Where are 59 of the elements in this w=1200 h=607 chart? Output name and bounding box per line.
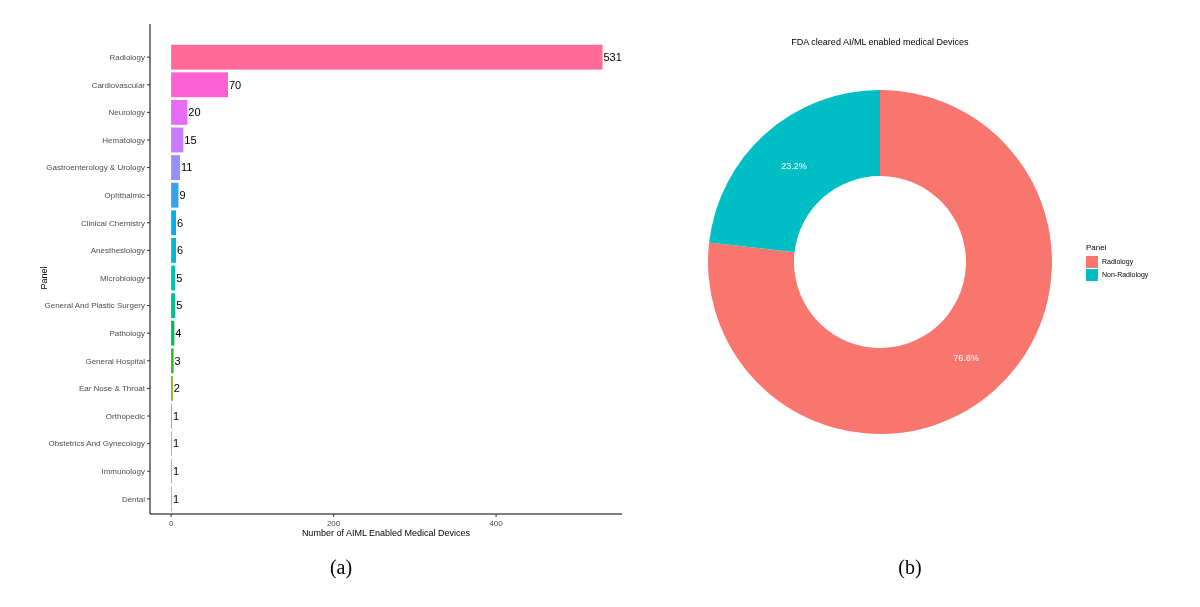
bar: [171, 127, 184, 153]
y-tick-label: Neurology: [108, 108, 145, 118]
y-tick-label: Ophthalmic: [104, 190, 145, 200]
data-label: 5: [176, 271, 183, 284]
data-label: 9: [179, 189, 186, 202]
data-label: 76.8%: [953, 353, 979, 364]
y-tick-label: Radiology: [109, 52, 145, 62]
bar: [171, 293, 176, 319]
y-tick-label: Cardiovascular: [91, 80, 146, 90]
data-label: 1: [172, 492, 180, 505]
bar: [171, 72, 228, 98]
y-tick-label: Gastroenterology & Urology: [46, 163, 145, 173]
y-tick-label: Obstetrics And Gynecology: [48, 439, 145, 449]
bar: [171, 155, 181, 181]
y-tick-label: Pathology: [109, 329, 145, 338]
bar: [171, 44, 603, 70]
y-tick-label: Clinical Chemistry: [80, 218, 145, 228]
y-axis-title: Panel: [39, 266, 49, 290]
data-label: 5: [176, 299, 183, 312]
data-label: 3: [174, 354, 181, 367]
x-tick-label: 400: [489, 519, 504, 528]
bar: [171, 320, 175, 346]
text: (b): [898, 556, 922, 579]
donut-slice: [708, 90, 1052, 434]
y-tick-label: Anesthesiology: [90, 246, 145, 256]
x-tick-label: 200: [326, 519, 341, 528]
data-label: 531: [603, 51, 622, 64]
y-tick-label: General And Plastic Surgery: [44, 301, 145, 311]
data-label: 4: [175, 327, 182, 340]
data-label: 23.2%: [781, 160, 807, 171]
data-label: 1: [172, 437, 180, 450]
y-tick-label: General Hospital: [85, 356, 146, 366]
bar: [171, 99, 188, 125]
legend-title: Panel: [1086, 243, 1107, 252]
bar: [171, 265, 176, 291]
y-tick-label: Dental: [121, 494, 146, 504]
y-tick-label: Ear Nose & Throat: [78, 384, 146, 394]
y-tick-label: Hematology: [102, 135, 145, 145]
data-label: 20: [188, 106, 201, 119]
data-label: 15: [184, 133, 197, 146]
chart-title: FDA cleared AI/ML enabled medical Devices: [791, 37, 970, 47]
data-label: 70: [228, 78, 242, 91]
bar: [171, 237, 176, 263]
text: (a): [329, 556, 353, 579]
bar: [171, 210, 176, 236]
data-label: 2: [173, 382, 180, 395]
data-label: 1: [172, 409, 180, 422]
data-label: 6: [177, 244, 184, 257]
donut-slice: [709, 90, 880, 253]
y-tick-label: Immunology: [101, 467, 145, 477]
x-axis-title: Number of AIML Enabled Medical Devices: [301, 528, 471, 538]
data-label: 11: [181, 161, 193, 174]
data-label: 6: [177, 216, 184, 229]
bar: [171, 182, 179, 208]
y-tick-label: Orthopedic: [105, 411, 145, 421]
data-label: 1: [172, 465, 180, 478]
bar: [171, 348, 174, 374]
x-tick-label: 0: [168, 519, 174, 528]
y-tick-label: Microbiology: [100, 273, 145, 283]
